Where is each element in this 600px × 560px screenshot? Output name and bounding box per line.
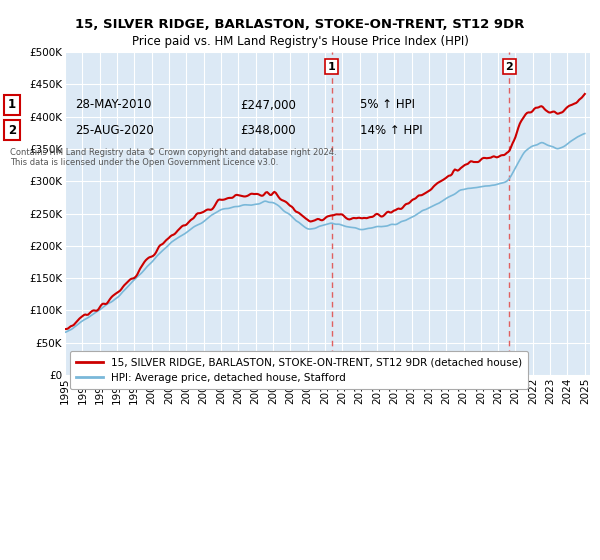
Text: Price paid vs. HM Land Registry's House Price Index (HPI): Price paid vs. HM Land Registry's House … (131, 35, 469, 48)
Text: £247,000: £247,000 (240, 99, 296, 111)
Text: 28-MAY-2010: 28-MAY-2010 (75, 99, 151, 111)
Text: 2: 2 (506, 62, 514, 72)
Text: 15, SILVER RIDGE, BARLASTON, STOKE-ON-TRENT, ST12 9DR: 15, SILVER RIDGE, BARLASTON, STOKE-ON-TR… (76, 18, 524, 31)
Text: 25-AUG-2020: 25-AUG-2020 (75, 124, 154, 137)
Text: 1: 1 (8, 99, 16, 111)
Text: £348,000: £348,000 (240, 124, 296, 137)
Text: 14% ↑ HPI: 14% ↑ HPI (360, 124, 422, 137)
Legend: 15, SILVER RIDGE, BARLASTON, STOKE-ON-TRENT, ST12 9DR (detached house), HPI: Ave: 15, SILVER RIDGE, BARLASTON, STOKE-ON-TR… (70, 351, 528, 389)
Text: 1: 1 (328, 62, 336, 72)
Text: 5% ↑ HPI: 5% ↑ HPI (360, 99, 415, 111)
Text: 2: 2 (8, 124, 16, 137)
Text: Contains HM Land Registry data © Crown copyright and database right 2024.
This d: Contains HM Land Registry data © Crown c… (10, 148, 337, 167)
